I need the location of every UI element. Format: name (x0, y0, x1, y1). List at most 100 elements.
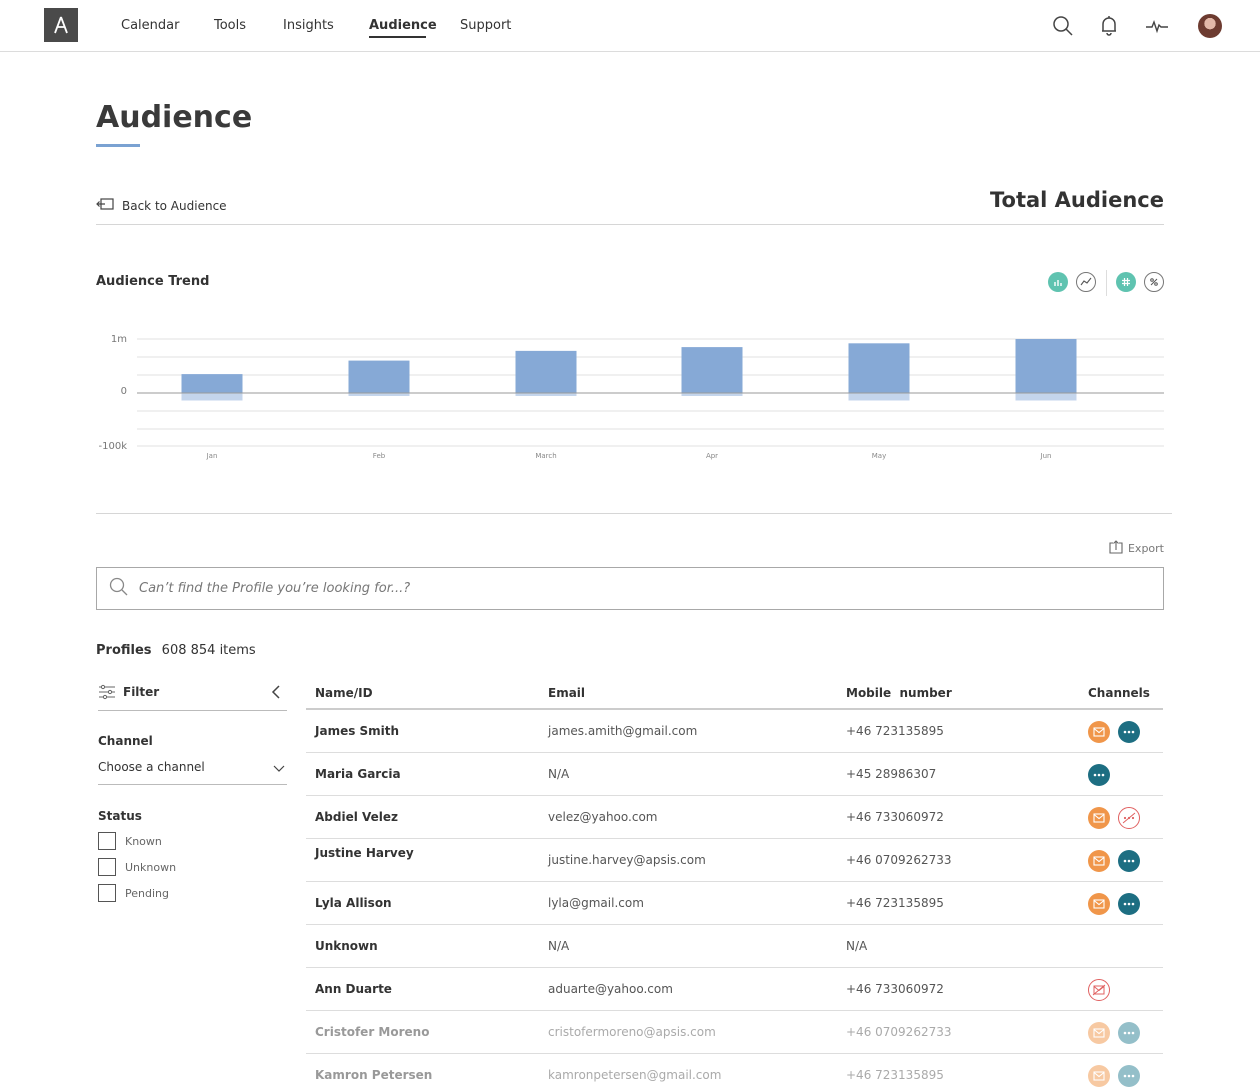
table-row[interactable]: Unknown N/A N/A (306, 925, 1163, 968)
toggle-divider (1106, 270, 1107, 296)
top-nav: Calendar Tools Insights Audience Support (0, 0, 1260, 52)
column-header-mobile[interactable]: Mobile number (846, 686, 952, 700)
checkbox[interactable] (98, 858, 116, 876)
trend-title: Audience Trend (96, 274, 210, 289)
status-option-pending[interactable]: Pending (98, 884, 169, 902)
mail-channel-icon[interactable] (1088, 1065, 1110, 1087)
line-chart-icon[interactable] (1076, 272, 1096, 292)
table-row[interactable]: Justine Harvey justine.harvey@apsis.com +4… (306, 839, 1163, 882)
mail-channel-icon[interactable] (1088, 850, 1110, 872)
cell-email: velez@yahoo.com (548, 810, 658, 824)
table-row[interactable]: Kamron Petersen kamronpetersen@gmail.com +… (306, 1054, 1163, 1090)
status-option-label: Unknown (125, 860, 177, 874)
chat-disabled-icon[interactable] (1118, 807, 1140, 829)
x-tick-label: March (535, 452, 556, 460)
bar-positive (1015, 339, 1077, 393)
nav-support[interactable]: Support (460, 18, 512, 33)
x-tick-label: Jan (206, 452, 218, 460)
cell-email: kamronpetersen@gmail.com (548, 1068, 722, 1082)
nav-insights[interactable]: Insights (283, 18, 334, 33)
profiles-table: Name/ID Email Mobile number Channels Jam… (306, 678, 1163, 1090)
status-option-unknown[interactable]: Unknown (98, 858, 176, 876)
bell-icon[interactable] (1097, 14, 1121, 38)
export-button[interactable]: Export (1109, 540, 1164, 557)
chat-channel-icon[interactable] (1118, 1022, 1140, 1044)
audience-trend-chart: 1m 0 -100k Jan Feb March Apr May Jun (99, 334, 1164, 460)
app-logo[interactable] (44, 8, 78, 42)
cell-name[interactable]: Ann Duarte (315, 982, 392, 996)
export-label: Export (1127, 542, 1164, 555)
column-header-email[interactable]: Email (548, 686, 586, 700)
column-header-channels[interactable]: Channels (1088, 686, 1150, 700)
chevron-left-icon[interactable] (271, 684, 281, 703)
cell-mobile: N/A (846, 939, 868, 953)
chat-channel-icon[interactable] (1118, 721, 1140, 743)
chat-channel-icon[interactable] (1118, 893, 1140, 915)
checkbox[interactable] (98, 884, 116, 902)
sliders-icon[interactable] (98, 684, 116, 704)
title-underline (96, 144, 140, 147)
filter-label: Filter (123, 685, 160, 699)
divider (96, 224, 1164, 225)
nav-tools[interactable]: Tools (214, 18, 247, 33)
chat-channel-icon[interactable] (1088, 764, 1110, 786)
search-icon (109, 577, 129, 601)
chat-channel-icon[interactable] (1118, 850, 1140, 872)
cell-name[interactable]: James Smith (315, 724, 400, 738)
status-option-label: Pending (125, 886, 169, 900)
page-title: Audience (96, 100, 253, 135)
filter-header: Filter (98, 682, 287, 711)
cell-name[interactable]: Kamron Petersen (315, 1068, 433, 1082)
cell-name[interactable]: Lyla Allison (315, 896, 392, 910)
table-row[interactable]: James Smith james.amith@gmail.com +46 7231… (306, 710, 1163, 753)
bar-positive (681, 347, 743, 393)
bar-negative (1015, 393, 1077, 401)
table-row[interactable]: Ann Duarte aduarte@yahoo.com +46 733060972 (306, 968, 1163, 1011)
cell-mobile: +46 733060972 (846, 810, 944, 824)
cell-mobile: +46 733060972 (846, 982, 944, 996)
nav-calendar[interactable]: Calendar (121, 18, 180, 33)
cell-name[interactable]: Cristofer Moreno (315, 1025, 430, 1039)
bar-positive (348, 360, 410, 393)
x-tick-label: May (872, 452, 886, 460)
export-icon (1109, 540, 1123, 557)
table-row[interactable]: Maria Garcia N/A +45 28986307 (306, 753, 1163, 796)
activity-icon[interactable] (1145, 14, 1169, 38)
bar-negative (181, 393, 243, 401)
channel-label: Channel (98, 734, 153, 748)
cell-name[interactable]: Unknown (315, 939, 378, 953)
cell-email: lyla@gmail.com (548, 896, 644, 910)
nav-active-underline (369, 36, 426, 38)
bar-negative (681, 393, 743, 396)
search-icon[interactable] (1051, 14, 1075, 38)
percent-icon[interactable] (1144, 272, 1164, 292)
mail-channel-icon[interactable] (1088, 893, 1110, 915)
search-input[interactable] (139, 581, 1039, 596)
table-row[interactable]: Lyla Allison lyla@gmail.com +46 723135895 (306, 882, 1163, 925)
channel-select[interactable]: Choose a channel (98, 760, 287, 785)
checkbox[interactable] (98, 832, 116, 850)
back-icon (96, 197, 114, 214)
column-header-name[interactable]: Name/ID (315, 686, 373, 700)
cell-name[interactable]: Justine Harvey (315, 846, 414, 860)
chat-channel-icon[interactable] (1118, 1065, 1140, 1087)
cell-name[interactable]: Maria Garcia (315, 767, 401, 781)
table-body: James Smith james.amith@gmail.com +46 7231… (306, 710, 1163, 1090)
table-row[interactable]: Abdiel Velez velez@yahoo.com +46 733060972 (306, 796, 1163, 839)
table-row[interactable]: Cristofer Moreno cristofermoreno@apsis.co… (306, 1011, 1163, 1054)
mail-channel-icon[interactable] (1088, 807, 1110, 829)
cell-mobile: +46 0709262733 (846, 1025, 952, 1039)
cell-email: justine.harvey@apsis.com (548, 853, 706, 867)
bar-positive (515, 350, 577, 393)
mail-channel-icon[interactable] (1088, 1022, 1110, 1044)
mail-disabled-icon[interactable] (1088, 979, 1110, 1001)
nav-audience[interactable]: Audience (369, 18, 437, 33)
cell-name[interactable]: Abdiel Velez (315, 810, 399, 824)
cell-mobile: +45 28986307 (846, 767, 937, 781)
hash-icon[interactable] (1116, 272, 1136, 292)
status-option-known[interactable]: Known (98, 832, 162, 850)
back-to-audience-link[interactable]: Back to Audience (96, 197, 227, 214)
avatar[interactable] (1198, 14, 1222, 38)
bar-chart-icon[interactable] (1048, 272, 1068, 292)
mail-channel-icon[interactable] (1088, 721, 1110, 743)
